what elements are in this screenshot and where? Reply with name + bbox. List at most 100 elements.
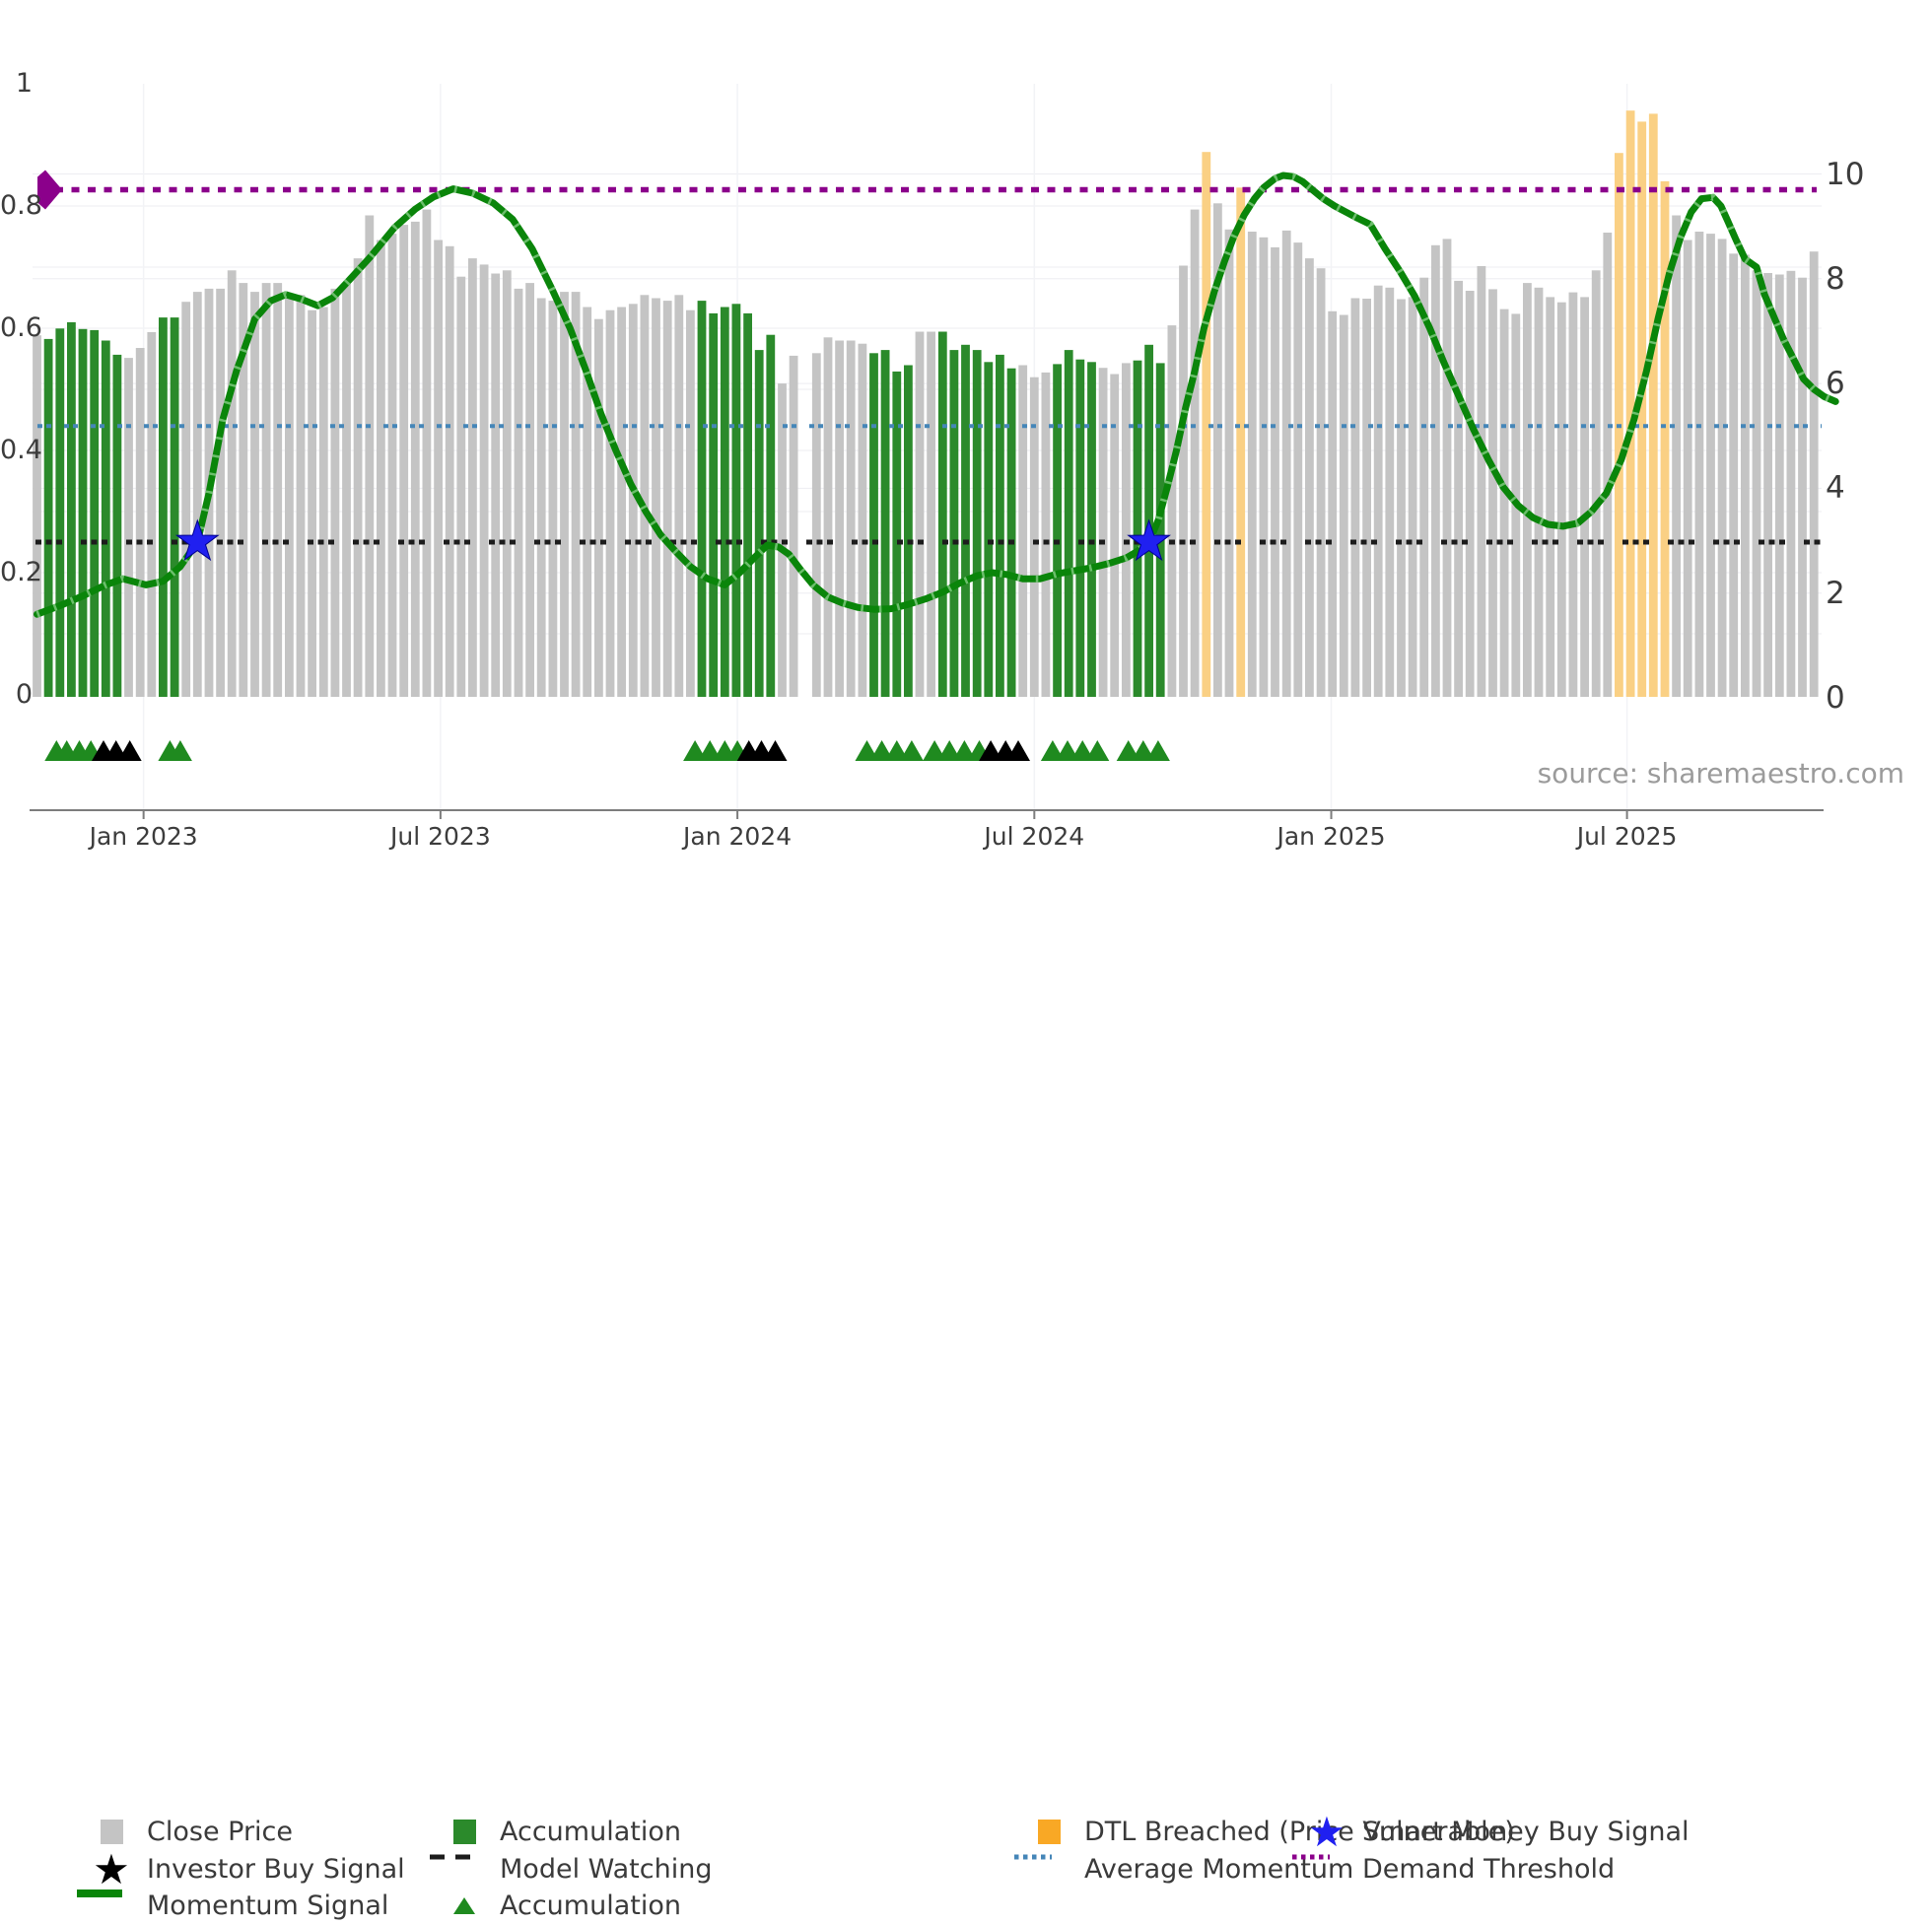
- close-price-bar: [1534, 287, 1544, 697]
- close-price-bar: [1408, 297, 1417, 697]
- dotted-line-icon: [1292, 1854, 1330, 1859]
- close-price-bar: [1672, 215, 1681, 697]
- close-price-bar: [835, 340, 844, 697]
- accumulation-bar: [78, 328, 88, 697]
- legend-item: ★ Investor Buy Signal: [76, 1848, 404, 1890]
- close-price-bar: [536, 298, 546, 697]
- legend-square-icon: [452, 1820, 476, 1844]
- legend-square-icon: [100, 1820, 123, 1844]
- close-price-bar: [1041, 372, 1051, 697]
- close-price-bar: [491, 273, 501, 697]
- close-price-bar: [1763, 273, 1772, 697]
- accumulation-triangle: [168, 740, 192, 761]
- close-price-bar: [1339, 314, 1348, 697]
- close-price-bar: [273, 283, 283, 697]
- y-left-tick-label: 0.4: [0, 435, 42, 465]
- close-price-bar: [1798, 277, 1807, 697]
- close-price-bar: [1350, 298, 1360, 697]
- close-price-bar: [605, 309, 615, 697]
- close-price-bar: [445, 245, 454, 698]
- close-price-bar: [674, 295, 684, 697]
- dtl-breached-bar: [1202, 152, 1211, 697]
- accumulation-bar: [1064, 350, 1073, 697]
- accumulation-triangle: [1116, 740, 1140, 761]
- accumulation-bar: [55, 328, 65, 697]
- close-price-bar: [1752, 270, 1761, 697]
- accumulation-bar: [766, 334, 776, 697]
- close-price-bar: [1694, 232, 1704, 697]
- close-price-bar: [1683, 240, 1692, 697]
- dtl-breached-bar: [1660, 180, 1670, 697]
- accumulation-triangle: [952, 740, 977, 761]
- close-price-bar: [192, 292, 202, 697]
- x-tick-label: Jul 2024: [984, 822, 1085, 851]
- close-price-bar: [239, 283, 248, 697]
- close-price-bar: [147, 332, 157, 697]
- close-price-bar: [377, 240, 385, 697]
- close-price-bar: [846, 340, 856, 697]
- x-tick-label: Jan 2024: [683, 822, 793, 851]
- accumulation-bar: [43, 338, 53, 697]
- x-tick-label: Jul 2025: [1576, 822, 1678, 851]
- accumulation-bar: [731, 304, 741, 697]
- investor-triangle: [117, 740, 142, 761]
- close-price-bar: [399, 225, 409, 697]
- accumulation-bar: [90, 329, 100, 697]
- close-price-bar: [330, 288, 340, 697]
- accumulation-bar: [720, 307, 729, 697]
- accumulation-bar: [1133, 360, 1142, 697]
- close-price-bar: [686, 309, 695, 697]
- close-price-bar: [1603, 233, 1613, 697]
- close-price-bar: [479, 264, 489, 697]
- close-price-bar: [640, 295, 650, 697]
- close-price-bar: [525, 283, 534, 697]
- legend-label: Close Price: [147, 1817, 293, 1847]
- close-price-bar: [1729, 253, 1739, 697]
- star-icon: ★: [1308, 1808, 1346, 1856]
- close-price-bar: [124, 358, 133, 697]
- dtl-breached-bar: [1236, 187, 1246, 698]
- close-price-bar: [502, 270, 512, 697]
- accumulation-bar: [112, 354, 122, 697]
- close-price-bar: [296, 295, 306, 697]
- y-left-tick-label: 0: [15, 679, 33, 710]
- close-price-bar: [1362, 299, 1371, 697]
- accumulation-bar: [754, 350, 764, 697]
- close-price-bar: [1546, 297, 1555, 697]
- accumulation-triangle: [899, 740, 924, 761]
- legend-item: ★ Smart Money Buy Signal: [1291, 1808, 1689, 1856]
- legend-swatch: [76, 1820, 147, 1844]
- accumulation-triangle: [1085, 740, 1110, 761]
- price-momentum-chart: 1 0.8 0.6 0.4 0.2 0 10 8 6 4 2 0 Jan 2023 Jul 2023 Jan…: [0, 0, 1932, 867]
- close-price-bar: [1809, 251, 1819, 697]
- close-price-bar: [1419, 277, 1429, 697]
- accumulation-bar: [170, 317, 179, 697]
- accumulation-bar: [892, 371, 902, 697]
- legend-item: Close Price: [76, 1814, 293, 1850]
- demand-threshold-marker: [37, 170, 62, 210]
- close-price-bar: [387, 234, 397, 697]
- close-price-bar: [353, 258, 363, 697]
- accumulation-bar: [101, 340, 110, 697]
- accumulation-triangle: [855, 740, 879, 761]
- accumulation-bar: [1087, 362, 1096, 697]
- close-price-bar: [434, 240, 443, 697]
- close-price-bar: [1167, 325, 1177, 697]
- y-right-tick-label: 2: [1826, 575, 1845, 611]
- close-price-bar: [33, 335, 41, 697]
- close-price-bar: [227, 270, 237, 697]
- y-right-tick-label: 8: [1826, 260, 1845, 297]
- accumulation-bar: [949, 350, 959, 697]
- close-price-bar: [1029, 377, 1039, 697]
- close-price-bar: [583, 307, 592, 697]
- close-price-bar: [1281, 230, 1291, 697]
- close-price-bar: [858, 343, 867, 697]
- close-price-bar: [1110, 374, 1120, 697]
- accumulation-triangle: [1131, 740, 1155, 761]
- close-price-bar: [261, 283, 271, 697]
- close-price-bar: [216, 288, 225, 697]
- accumulation-bar: [67, 321, 76, 697]
- close-price-bar: [628, 304, 638, 697]
- accumulation-bar: [869, 353, 878, 697]
- smart-money-star: [174, 518, 220, 562]
